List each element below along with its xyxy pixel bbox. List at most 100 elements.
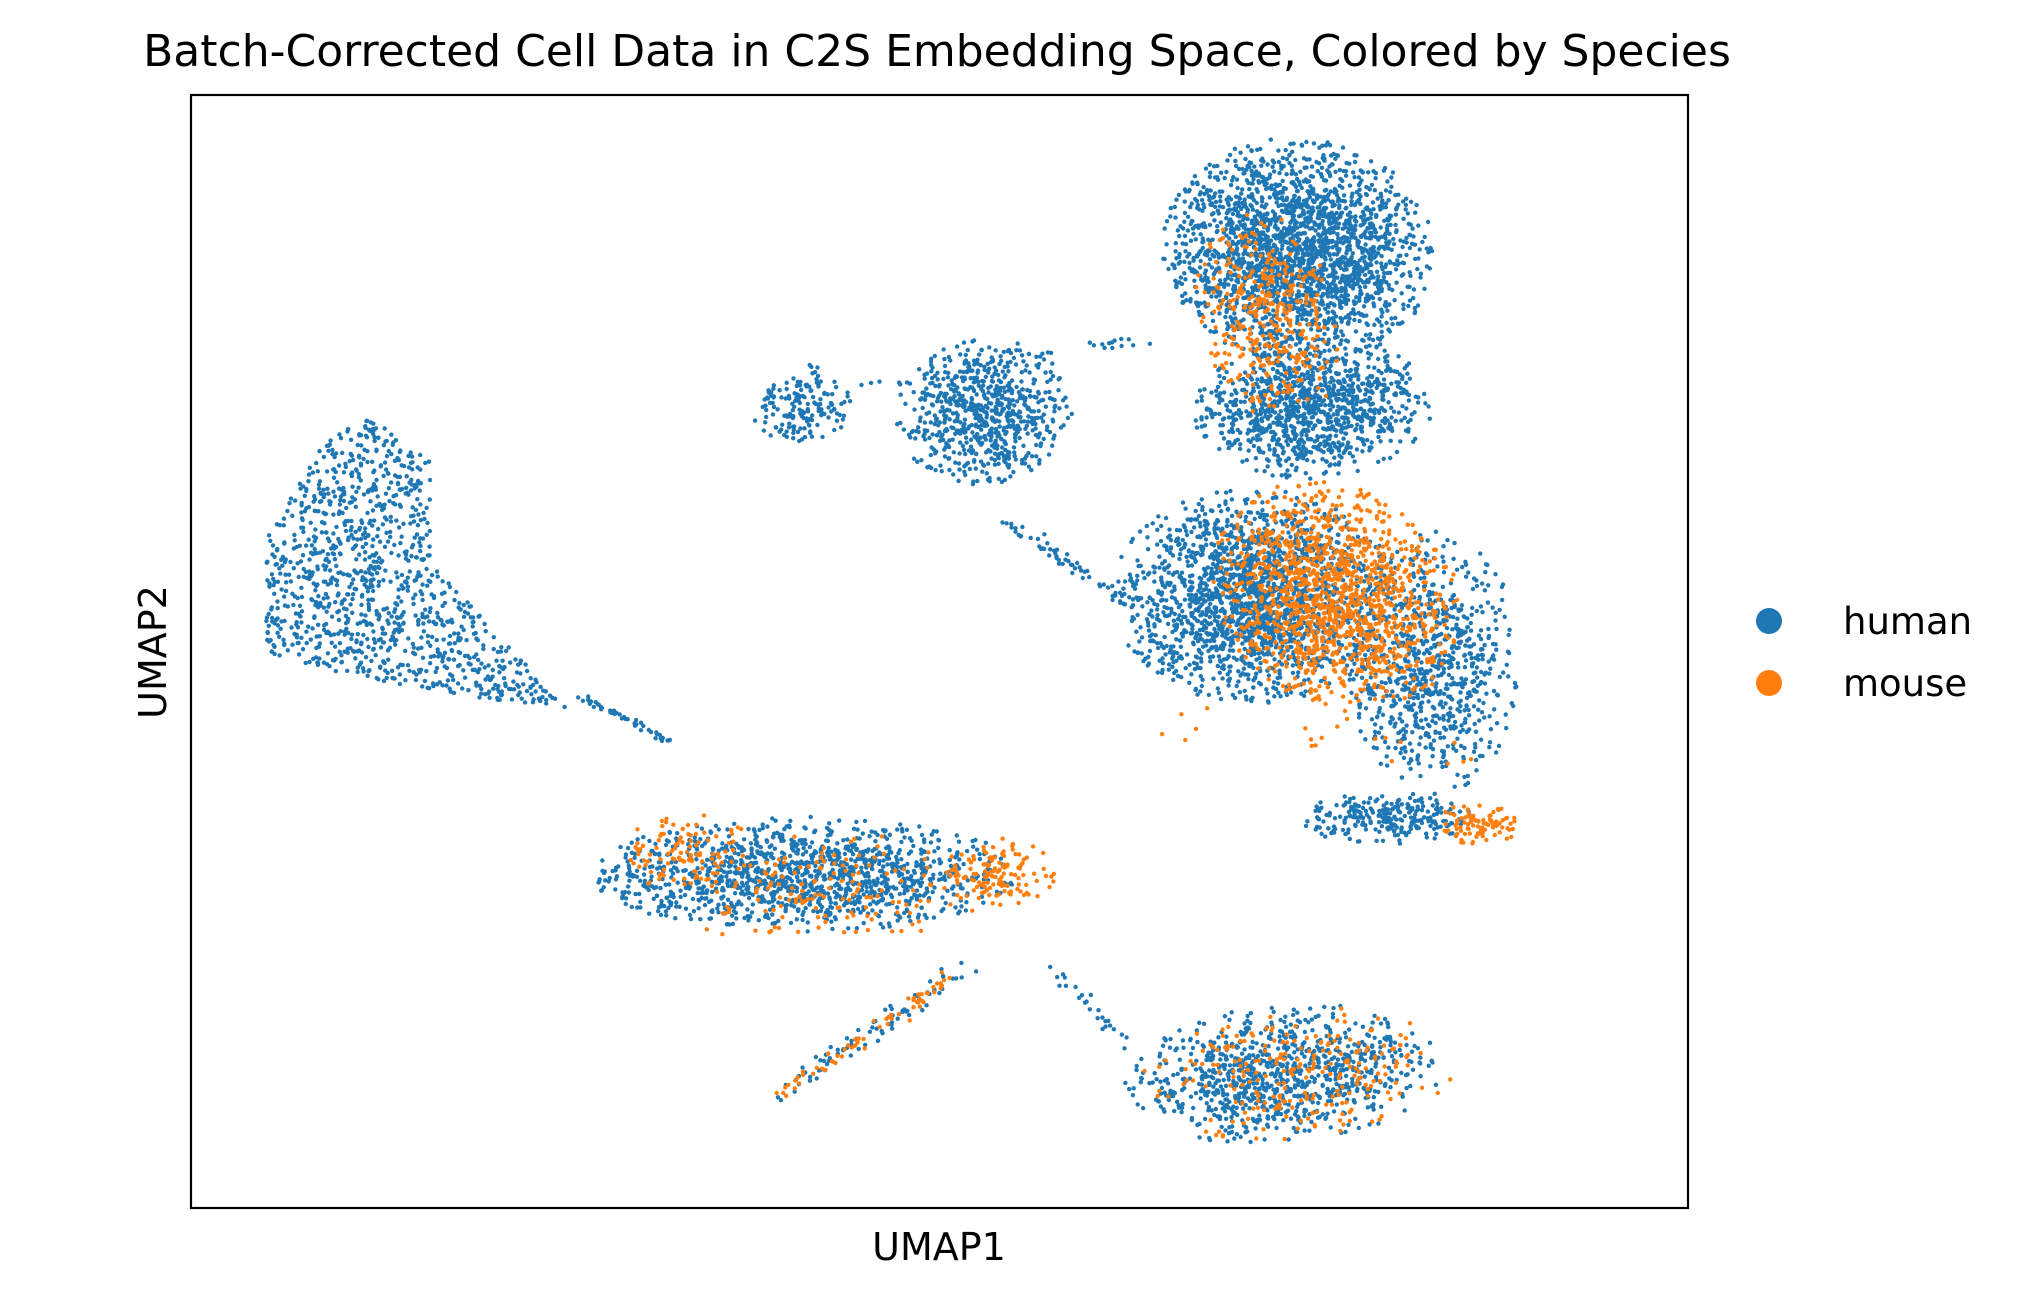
point-human	[1262, 212, 1267, 217]
point-human	[804, 384, 809, 389]
point-human	[1343, 358, 1349, 363]
point-human	[417, 481, 422, 486]
point-human	[777, 388, 782, 393]
point-human	[1315, 215, 1320, 221]
point-human	[1301, 444, 1306, 449]
point-human	[306, 472, 312, 477]
point-human	[435, 615, 441, 620]
point-human	[1425, 219, 1431, 225]
point-human	[1351, 299, 1357, 304]
point-human	[1412, 310, 1418, 316]
point-human	[970, 481, 976, 487]
point-human	[1229, 178, 1235, 183]
point-human	[996, 461, 1001, 466]
point-human	[1206, 279, 1211, 284]
point-human	[1392, 261, 1397, 267]
point-human	[1041, 436, 1046, 442]
point-human	[275, 579, 281, 584]
point-human	[1365, 207, 1370, 212]
point-human	[1371, 248, 1376, 253]
point-human	[1381, 377, 1387, 382]
point-human	[367, 668, 372, 673]
point-human	[327, 568, 333, 573]
point-human	[1293, 305, 1298, 311]
point-human	[344, 505, 349, 511]
point-human	[1227, 236, 1232, 241]
point-human	[326, 604, 331, 609]
point-human	[1366, 356, 1371, 361]
point-human	[1213, 411, 1218, 416]
point-human	[917, 418, 923, 424]
point-human	[272, 554, 277, 559]
point-human	[458, 607, 463, 612]
point-human	[1388, 260, 1393, 265]
point-human	[342, 597, 347, 602]
point-human	[312, 615, 317, 620]
point-human	[474, 683, 479, 688]
point-human	[950, 437, 955, 442]
point-human	[931, 393, 936, 399]
point-human	[839, 425, 844, 430]
point-human	[1291, 141, 1296, 146]
point-human	[947, 417, 952, 422]
point-human	[1343, 285, 1348, 290]
point-human	[431, 653, 437, 659]
point-human	[353, 656, 358, 661]
point-human	[275, 606, 280, 611]
point-human	[431, 683, 436, 689]
point-human	[309, 597, 314, 602]
point-human	[987, 449, 993, 454]
point-human	[1337, 183, 1342, 188]
point-human	[374, 608, 379, 614]
point-human	[1334, 252, 1340, 257]
point-human	[404, 485, 409, 490]
point-human	[989, 401, 994, 406]
point-human	[1198, 190, 1203, 195]
point-human	[1302, 165, 1307, 170]
point-human	[1183, 189, 1189, 194]
point-human	[1406, 221, 1411, 226]
point-human	[316, 622, 321, 627]
point-human	[1304, 139, 1309, 145]
point-human	[832, 427, 837, 433]
point-human	[307, 569, 312, 574]
point-human	[325, 595, 330, 600]
point-human	[901, 427, 906, 432]
point-human	[917, 367, 922, 372]
point-human	[1307, 157, 1312, 162]
point-human	[1308, 184, 1313, 189]
point-human	[1257, 211, 1263, 216]
point-human	[936, 384, 942, 389]
point-human	[399, 572, 405, 578]
point-human	[1327, 164, 1332, 169]
point-human	[475, 670, 481, 675]
point-human	[1359, 269, 1365, 274]
point-human	[1328, 257, 1334, 262]
point-human	[316, 605, 321, 610]
point-human	[960, 443, 966, 449]
point-human	[498, 649, 504, 654]
point-human	[994, 446, 1000, 451]
point-human	[446, 657, 452, 662]
point-human	[363, 526, 368, 531]
point-human	[282, 594, 287, 599]
point-human	[408, 514, 414, 519]
point-human	[1264, 202, 1269, 207]
point-human	[1235, 427, 1240, 433]
point-human	[1377, 296, 1382, 302]
point-human	[959, 403, 965, 408]
point-human	[1381, 456, 1386, 461]
point-human	[1352, 202, 1357, 208]
point-human	[1335, 232, 1340, 237]
point-human	[1383, 299, 1389, 305]
point-human	[1296, 195, 1302, 201]
point-human	[416, 570, 421, 575]
point-human	[282, 541, 287, 546]
point-human	[508, 686, 514, 692]
point-human	[1411, 234, 1416, 239]
point-human	[1401, 216, 1406, 221]
point-human	[1307, 244, 1312, 249]
point-human	[1297, 292, 1302, 298]
point-human	[968, 444, 974, 449]
point-human	[1339, 319, 1344, 324]
